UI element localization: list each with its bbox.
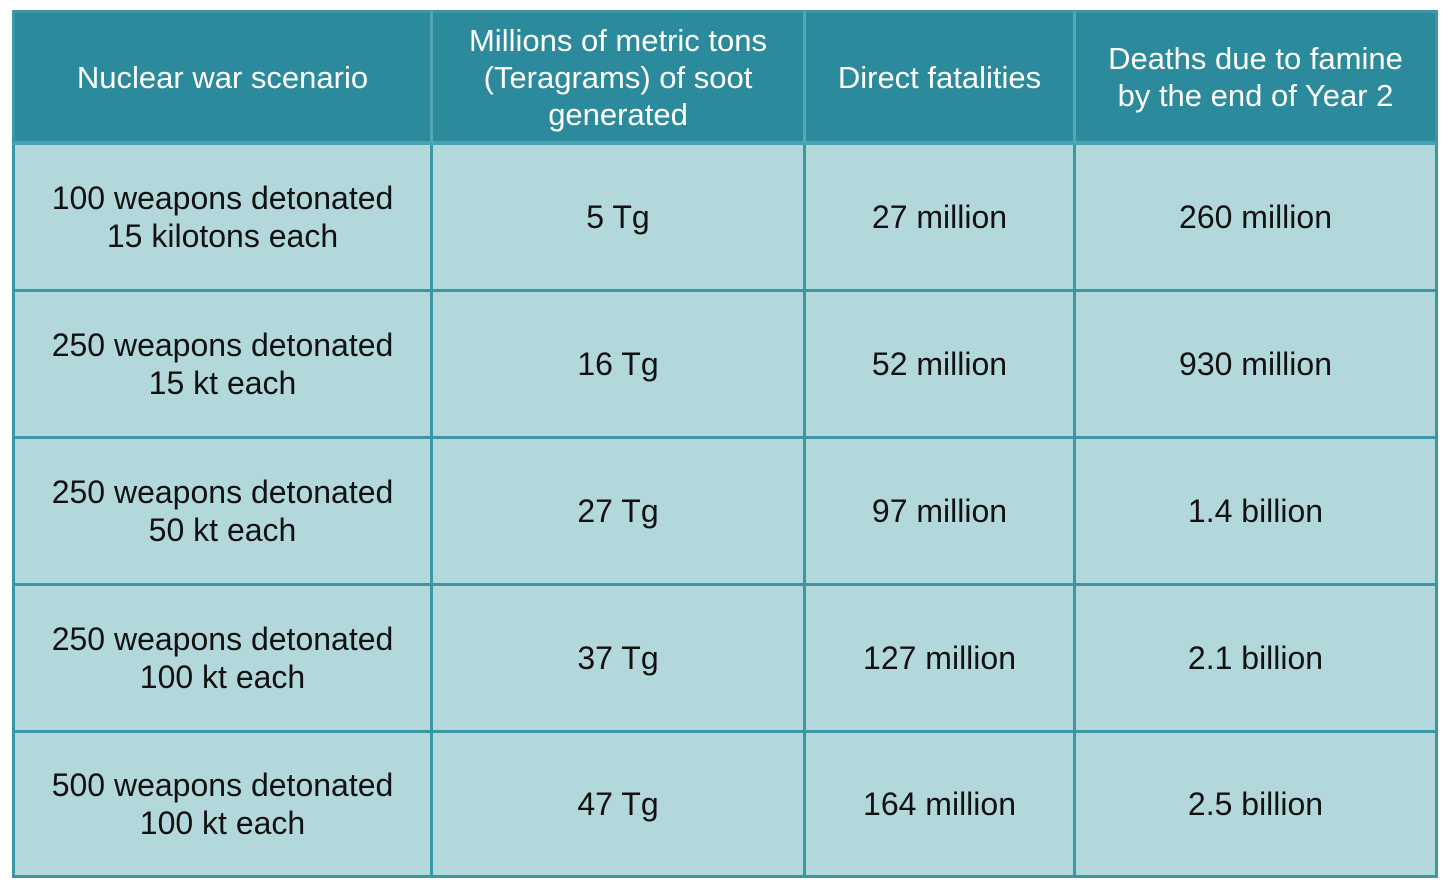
table-row-2-scenario: 250 weapons detonated 15 kt each xyxy=(12,292,433,439)
direct-value: 164 million xyxy=(863,786,1016,822)
direct-value: 127 million xyxy=(863,640,1016,676)
scenario-line1: 250 weapons detonated xyxy=(51,327,394,363)
scenario-line1: 250 weapons detonated xyxy=(51,474,394,510)
scenario-line2: 15 kilotons each xyxy=(106,218,339,254)
table-row-4-soot: 37 Tg xyxy=(433,586,806,733)
table-row-3-soot: 27 Tg xyxy=(433,439,806,586)
famine-value: 260 million xyxy=(1179,199,1332,235)
table-row-3-scenario: 250 weapons detonated 50 kt each xyxy=(12,439,433,586)
scenario-line1: 100 weapons detonated xyxy=(51,180,394,216)
table-row-2-famine: 930 million xyxy=(1076,292,1438,439)
table-row-4-direct: 127 million xyxy=(806,586,1076,733)
table-row-3-famine: 1.4 billion xyxy=(1076,439,1438,586)
famine-value: 1.4 billion xyxy=(1187,493,1324,529)
famine-value: 930 million xyxy=(1179,346,1332,382)
table-row-1-scenario: 100 weapons detonated 15 kilotons each xyxy=(12,145,433,292)
scenario-line1: 500 weapons detonated xyxy=(51,767,394,803)
scenario-line2: 50 kt each xyxy=(148,512,297,548)
soot-value: 27 Tg xyxy=(577,493,659,529)
table-row-2-soot: 16 Tg xyxy=(433,292,806,439)
header-famine-deaths: Deaths due to famine by the end of Year … xyxy=(1076,10,1438,145)
header-soot-label: Millions of metric tons (Teragrams) of s… xyxy=(468,22,768,132)
header-soot: Millions of metric tons (Teragrams) of s… xyxy=(433,10,806,145)
scenario-line2: 100 kt each xyxy=(139,805,306,841)
header-scenario: Nuclear war scenario xyxy=(12,10,433,145)
table-row-5-scenario: 500 weapons detonated 100 kt each xyxy=(12,733,433,878)
header-direct-fatalities: Direct fatalities xyxy=(806,10,1076,145)
soot-value: 16 Tg xyxy=(577,346,659,382)
soot-value: 37 Tg xyxy=(577,640,659,676)
table-row-5-soot: 47 Tg xyxy=(433,733,806,878)
table-row-4-famine: 2.1 billion xyxy=(1076,586,1438,733)
nuclear-war-table: Nuclear war scenario Millions of metric … xyxy=(12,10,1438,878)
direct-value: 97 million xyxy=(871,493,1008,529)
scenario-line2: 100 kt each xyxy=(139,659,306,695)
header-scenario-label: Nuclear war scenario xyxy=(76,59,369,95)
soot-value: 47 Tg xyxy=(577,786,659,822)
famine-value: 2.5 billion xyxy=(1187,786,1324,822)
table-row-2-direct: 52 million xyxy=(806,292,1076,439)
famine-value: 2.1 billion xyxy=(1187,640,1324,676)
direct-value: 27 million xyxy=(871,199,1008,235)
scenario-line1: 250 weapons detonated xyxy=(51,621,394,657)
scenario-line2: 15 kt each xyxy=(148,365,297,401)
table-row-1-famine: 260 million xyxy=(1076,145,1438,292)
table-row-1-soot: 5 Tg xyxy=(433,145,806,292)
table-row-5-direct: 164 million xyxy=(806,733,1076,878)
header-famine-label: Deaths due to famine by the end of Year … xyxy=(1108,41,1403,113)
soot-value: 5 Tg xyxy=(586,199,650,235)
table-row-5-famine: 2.5 billion xyxy=(1076,733,1438,878)
header-direct-label: Direct fatalities xyxy=(837,59,1042,95)
table-row-1-direct: 27 million xyxy=(806,145,1076,292)
direct-value: 52 million xyxy=(871,346,1008,382)
table-row-3-direct: 97 million xyxy=(806,439,1076,586)
table-row-4-scenario: 250 weapons detonated 100 kt each xyxy=(12,586,433,733)
